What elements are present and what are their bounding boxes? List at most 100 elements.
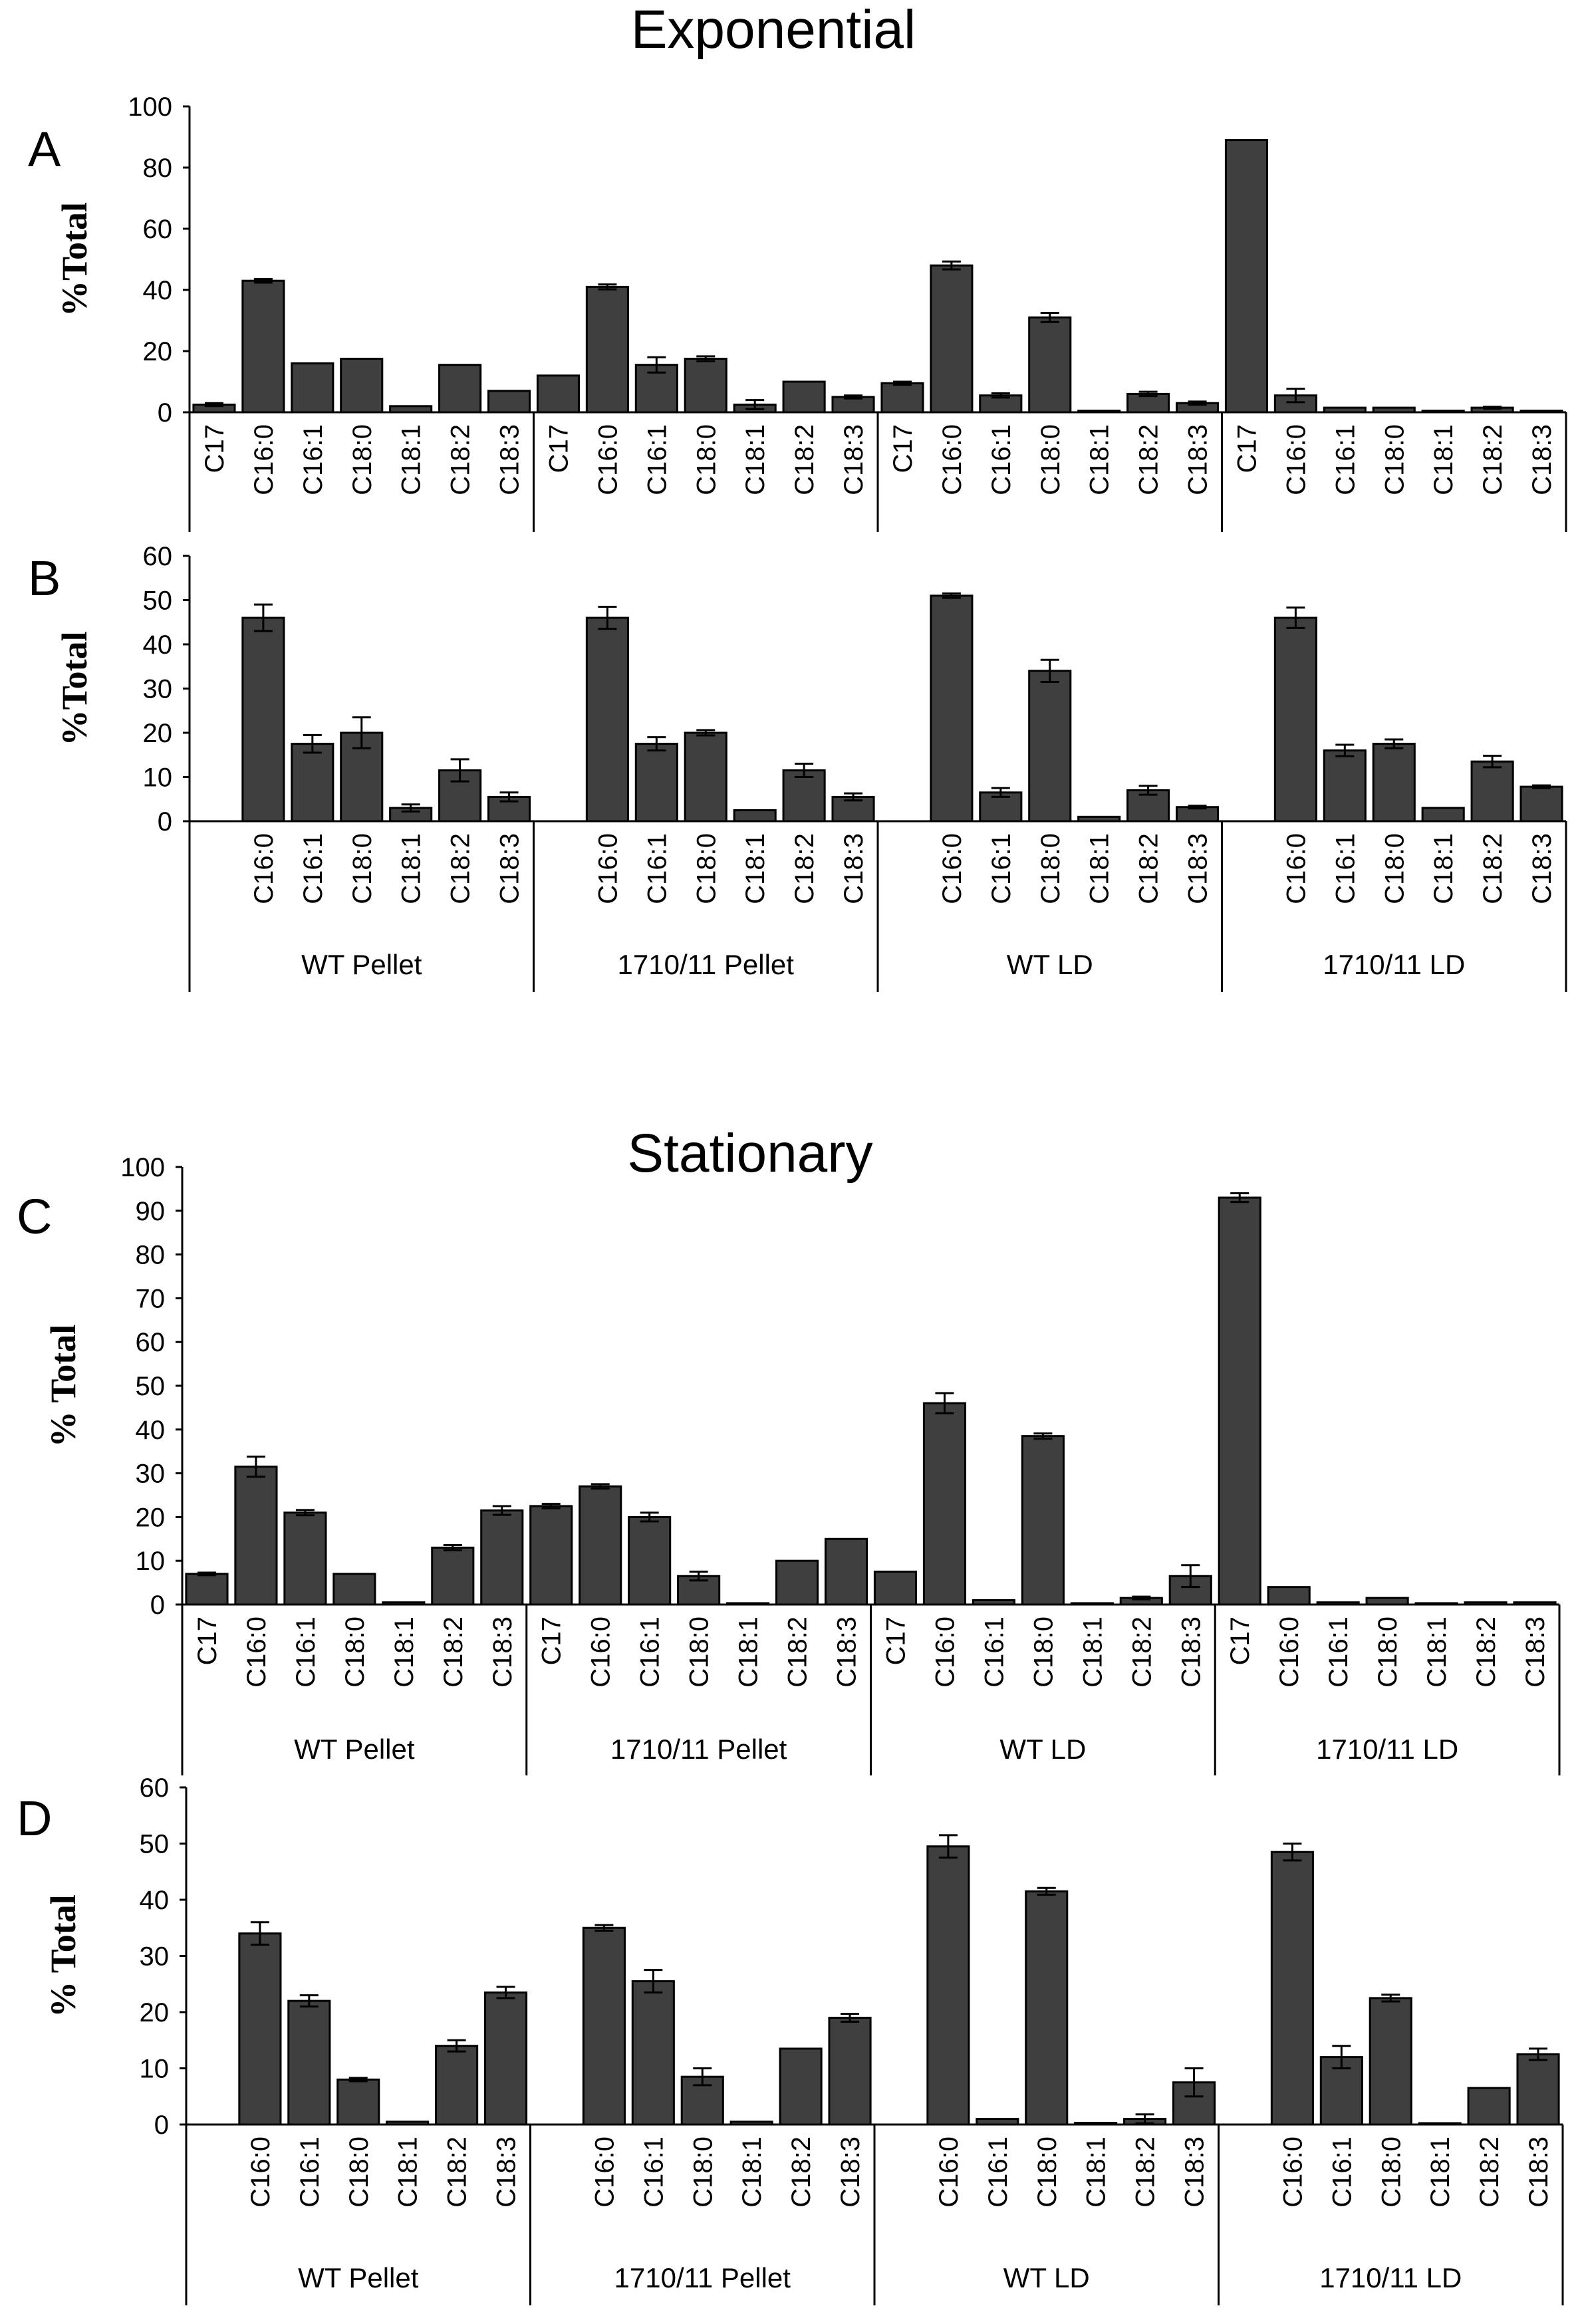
bar-d [238,1932,282,2126]
bar-d [386,2121,430,2126]
y-tick-label: 90 [136,1197,166,1226]
x-tick-label: C17 [544,424,573,473]
x-tick-label: C17 [200,424,229,473]
x-tick-label: C18:1 [1085,833,1115,904]
bar-d [1516,2053,1560,2126]
panel-letter-d: D [17,1791,52,1846]
bar-d [435,2045,479,2126]
bar-c [283,1511,327,1606]
x-tick-label: C16:1 [987,424,1016,495]
chart-panel-d: D % Total 0 10 20 30 40 50 60 C16:0 C16:1 C18:0 C18:… [17,1773,1564,2305]
x-tick-label: C16:0 [587,1616,616,1688]
bar-a [241,279,285,414]
y-axis-label-b: %Total [55,631,94,745]
x-tick-label: C18:3 [1527,833,1557,904]
x-tick-label: C18:1 [1429,833,1458,904]
x-tick-label: C18:1 [741,424,770,495]
x-tick-label: C18:1 [397,833,426,904]
x-tick-label: C16:0 [1278,2136,1307,2208]
x-tick-label: C16:1 [636,1616,665,1688]
x-tick-label: C16:0 [1281,833,1311,904]
group-label: WT LD [999,1734,1086,1765]
bar-d [828,2016,872,2126]
y-tick-label: 100 [120,1153,165,1182]
chart-panel-a: A %Total 0 20 40 60 80 100 C17 C16:0 C16:1 C18:0 C18… [28,92,1567,532]
x-tick-label: C18:3 [833,1616,862,1688]
x-tick-label: C17 [537,1616,567,1665]
y-tick-label: 70 [136,1284,166,1313]
x-tick-label: C18:2 [787,2136,816,2208]
x-tick-label: C18:2 [1134,833,1164,904]
x-tick-label: C16:1 [1331,833,1360,904]
bar-b [585,616,629,823]
x-tick-label: C18:2 [446,424,475,495]
x-tick-label: C18:3 [495,833,525,904]
x-tick-label: C18:0 [1377,2136,1406,2208]
x-tick-label: C16:1 [984,2136,1013,2208]
bar-c [775,1559,819,1606]
bar-d [1172,2081,1216,2126]
x-tick-label: C18:1 [737,2136,767,2208]
bar-a [487,390,531,414]
y-tick-label: 20 [136,1503,166,1532]
stationary-title: Stationary [627,1123,872,1184]
group-label: 1710/11 Pellet [618,949,795,980]
x-tick-label: C16:0 [249,833,279,904]
y-tick-label: 10 [140,2055,170,2084]
y-tick-label: 50 [143,586,173,616]
y-tick-label: 30 [136,1460,166,1489]
bar-b [1372,743,1416,823]
group-label: 1710/11 Pellet [614,2262,791,2293]
bar-c [332,1573,376,1606]
bar-a [585,285,629,414]
x-tick-label: C18:0 [1036,833,1065,904]
y-tick-label: 40 [140,1886,170,1915]
x-tick-label: C18:1 [1085,424,1115,495]
y-tick-label: 60 [143,542,173,571]
x-tick-label: C18:2 [1478,424,1508,495]
x-tick-label: C17 [881,1616,910,1665]
bar-a [291,362,334,414]
x-tick-label: C16:0 [590,2136,619,2208]
x-tick-label: C18:0 [348,833,377,904]
x-tick-label: C18:1 [734,1616,763,1688]
x-tick-label: C16:0 [930,1616,960,1688]
x-tick-label: C17 [1226,1616,1255,1665]
x-tick-label: C18:3 [839,424,868,495]
bar-c [1218,1196,1261,1606]
bar-a [1323,406,1367,414]
x-tick-label: C18:2 [446,833,475,904]
y-tick-label: 50 [140,1830,170,1859]
x-tick-label: C16:1 [1331,424,1360,495]
bar-d [1467,2087,1511,2126]
x-tick-label: C16:0 [242,1616,271,1688]
bar-b [1028,670,1072,823]
panel-letter-a: A [28,122,61,177]
x-tick-label: C18:0 [685,1616,714,1688]
bar-a [930,264,974,414]
bar-b [1077,815,1121,823]
x-tick-label: C18:1 [1422,1616,1452,1688]
group-label: 1710/11 LD [1319,2262,1462,2293]
x-tick-label: C18:2 [1472,1616,1501,1688]
x-tick-label: C18:2 [439,1616,468,1688]
bar-b [1323,749,1367,823]
x-tick-label: C18:3 [492,2136,521,2208]
x-tick-label: C18:0 [340,1616,370,1688]
y-tick-label: 40 [143,630,173,660]
x-tick-label: C18:0 [692,424,721,495]
bar-b [634,743,678,823]
x-tick-label: C16:0 [593,833,622,904]
x-tick-label: C16:1 [980,1616,1009,1688]
y-tick-label: 80 [143,154,173,183]
bar-c [873,1571,918,1606]
x-tick-label: C18:2 [790,424,819,495]
bar-a [1519,410,1563,414]
x-tick-label: C18:3 [1527,424,1557,495]
group-label: 1710/11 Pellet [610,1734,787,1765]
bar-d [1369,1997,1412,2126]
x-tick-label: C18:0 [1036,424,1065,495]
y-tick-label: 20 [140,1998,170,2027]
bar-d [1270,1851,1314,2126]
